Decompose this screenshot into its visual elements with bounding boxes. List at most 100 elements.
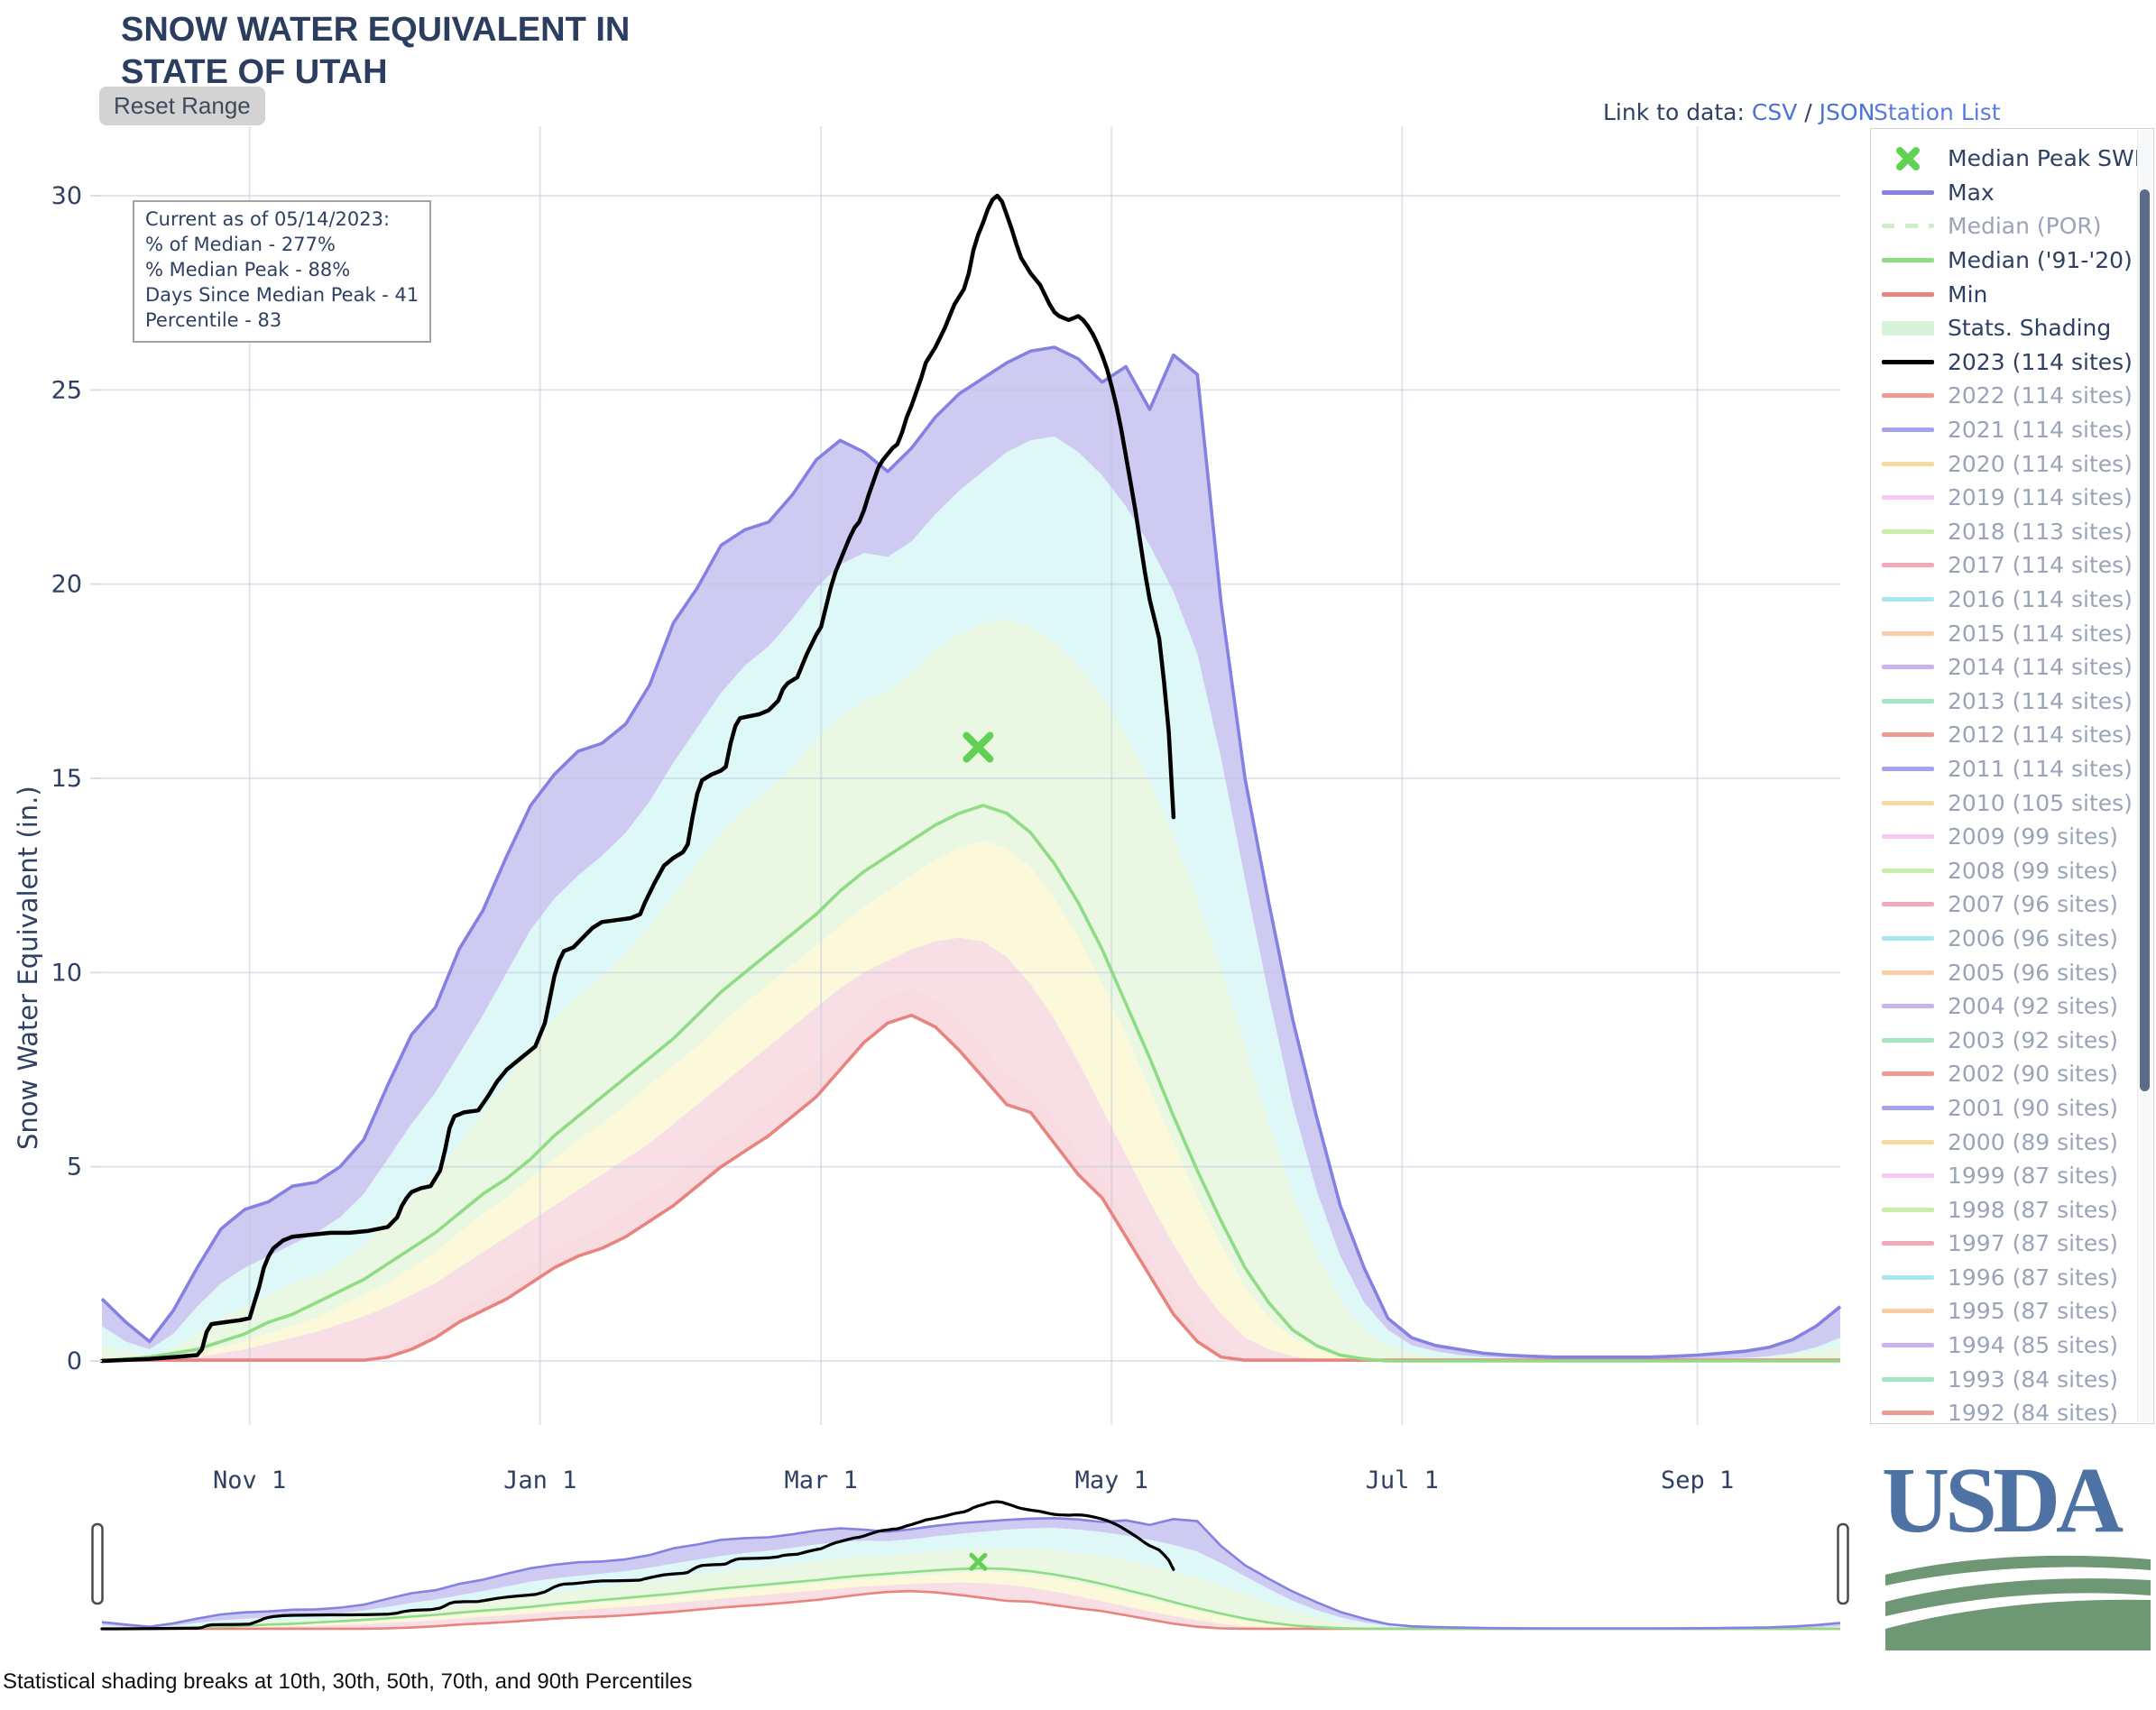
legend-item[interactable]: 1996 (87 sites) (1871, 1261, 2153, 1295)
legend-line-swatch (1882, 1274, 1934, 1280)
legend-item[interactable]: Max (1871, 176, 2153, 210)
json-link[interactable]: JSON (1819, 99, 1875, 125)
legend-line-swatch (1882, 393, 1934, 399)
legend-line-swatch (1882, 597, 1934, 602)
legend-line-swatch (1882, 1343, 1934, 1348)
legend-item[interactable]: 2019 (114 sites) (1871, 481, 2153, 515)
legend-item[interactable]: 1997 (87 sites) (1871, 1227, 2153, 1261)
legend-label: 2000 (89 sites) (1948, 1128, 2119, 1155)
station-list-link[interactable]: Station List (1874, 99, 2001, 125)
page-title-line2: STATE OF UTAH (121, 53, 388, 91)
band-50th-70th (102, 1548, 1840, 1629)
legend-item[interactable]: 2004 (92 sites) (1871, 989, 2153, 1024)
2023-line (100, 1500, 1175, 1631)
y-tick-label: 20 (51, 571, 82, 599)
legend-line-swatch (1882, 461, 1934, 466)
legend-item[interactable]: 2018 (113 sites) (1871, 515, 2153, 549)
legend-label: 2016 (114 sites) (1948, 586, 2133, 613)
legend-item[interactable]: 2021 (114 sites) (1871, 413, 2153, 447)
legend-item[interactable]: 2007 (96 sites) (1871, 887, 2153, 922)
legend-line-swatch (1882, 698, 1934, 703)
legend-label: 2011 (114 sites) (1948, 755, 2133, 782)
legend-item[interactable]: Median ('91-'20) (1871, 244, 2153, 278)
legend-item[interactable]: Min (1871, 277, 2153, 311)
legend-item[interactable]: 2009 (99 sites) (1871, 820, 2153, 854)
legend-item[interactable]: 1995 (87 sites) (1871, 1294, 2153, 1328)
legend-item[interactable]: Stats. Shading (1871, 311, 2153, 345)
range-handle-left[interactable] (91, 1522, 104, 1605)
legend-shading-swatch (1882, 320, 1934, 336)
legend-scrollbar-thumb[interactable] (2140, 189, 2150, 1091)
legend-item[interactable]: 1999 (87 sites) (1871, 1159, 2153, 1193)
legend-label: Median Peak SWE (1948, 145, 2149, 172)
link-to-data-label: Link to data: (1603, 99, 1745, 125)
legend-label: 2010 (105 sites) (1948, 789, 2133, 816)
legend-scrollbar-track[interactable] (2137, 130, 2152, 1422)
legend-label: Min (1948, 280, 1988, 308)
reset-range-button[interactable]: Reset Range (99, 87, 265, 125)
legend-item[interactable]: 1994 (85 sites) (1871, 1328, 2153, 1363)
legend-label: 2005 (96 sites) (1948, 959, 2119, 986)
legend-item[interactable]: 2003 (92 sites) (1871, 1023, 2153, 1057)
legend-item[interactable]: 2002 (90 sites) (1871, 1057, 2153, 1091)
main-chart: 0 5 10 15 20 25 30 Nov 1 Jan 1 Mar 1 May 1 Jul 1 Sep… (51, 126, 1842, 1494)
max-line (101, 1517, 1841, 1630)
legend-line-swatch (1882, 1241, 1934, 1246)
legend-item[interactable]: 1998 (87 sites) (1871, 1192, 2153, 1227)
legend-item[interactable]: 2023 (114 sites) (1871, 345, 2153, 380)
legend-item[interactable]: 2012 (114 sites) (1871, 718, 2153, 752)
median-91-20-line (101, 804, 1840, 1363)
legend-line-swatch (1882, 935, 1934, 941)
legend-item[interactable]: 2022 (114 sites) (1871, 379, 2153, 413)
legend-line-swatch (1882, 495, 1934, 501)
legend-label: 2018 (113 sites) (1948, 518, 2133, 545)
legend-line-swatch (1882, 1139, 1934, 1145)
legend-label: 2008 (99 sites) (1948, 857, 2119, 884)
legend-line-swatch (1882, 800, 1934, 805)
legend-line-swatch (1882, 970, 1934, 975)
x-tick-label: Mar 1 (785, 1466, 858, 1494)
legend-line-swatch (1882, 1037, 1934, 1043)
legend-item[interactable]: 2006 (96 sites) (1871, 922, 2153, 956)
legend-line-swatch (1882, 563, 1934, 568)
legend-dashed-line-swatch (1882, 224, 1934, 229)
legend-item[interactable]: 2017 (114 sites) (1871, 548, 2153, 583)
legend-item[interactable]: 2015 (114 sites) (1871, 616, 2153, 650)
median-peak-swe-marker (969, 1552, 988, 1571)
legend-item[interactable]: Median (POR) (1871, 209, 2153, 244)
legend-item[interactable]: Median Peak SWE (1871, 142, 2153, 176)
legend-line-swatch (1882, 868, 1934, 873)
legend-item[interactable]: 2014 (114 sites) (1871, 650, 2153, 685)
legend-label: 2003 (92 sites) (1948, 1026, 2119, 1053)
legend-item[interactable]: 2001 (90 sites) (1871, 1091, 2153, 1126)
legend-line-swatch (1882, 428, 1934, 433)
legend-line-swatch (1882, 291, 1934, 297)
band-min-to-10th (102, 988, 1840, 1361)
legend-label: 2023 (114 sites) (1948, 348, 2133, 375)
shading-footnote: Statistical shading breaks at 10th, 30th… (3, 1669, 693, 1694)
y-tick-label: 15 (51, 765, 82, 793)
legend-line-swatch (1882, 529, 1934, 534)
legend-item[interactable]: 1992 (84 sites) (1871, 1396, 2153, 1423)
band-70th-90th (102, 437, 1840, 1360)
csv-link[interactable]: CSV (1751, 99, 1798, 125)
legend-item[interactable]: 2010 (105 sites) (1871, 786, 2153, 820)
legend-item[interactable]: 2016 (114 sites) (1871, 583, 2153, 617)
legend-item[interactable]: 2000 (89 sites) (1871, 1125, 2153, 1159)
legend-x-marker-icon (1882, 146, 1934, 170)
legend-item[interactable]: 2020 (114 sites) (1871, 446, 2153, 481)
legend-label: 2014 (114 sites) (1948, 654, 2133, 681)
legend-line-swatch (1882, 1173, 1934, 1179)
range-handle-right[interactable] (1837, 1522, 1849, 1605)
legend-item[interactable]: 2005 (96 sites) (1871, 955, 2153, 989)
legend-line-swatch (1882, 1376, 1934, 1382)
legend-item[interactable]: 1993 (84 sites) (1871, 1362, 2153, 1396)
legend-line-swatch (1882, 732, 1934, 738)
legend-label: 2012 (114 sites) (1948, 722, 2133, 749)
legend-label: 1994 (85 sites) (1948, 1332, 2119, 1359)
legend-item[interactable]: 2008 (99 sites) (1871, 853, 2153, 887)
legend-label: Median ('91-'20) (1948, 247, 2133, 274)
legend-item[interactable]: 2011 (114 sites) (1871, 752, 2153, 786)
legend-item[interactable]: 2013 (114 sites) (1871, 685, 2153, 719)
